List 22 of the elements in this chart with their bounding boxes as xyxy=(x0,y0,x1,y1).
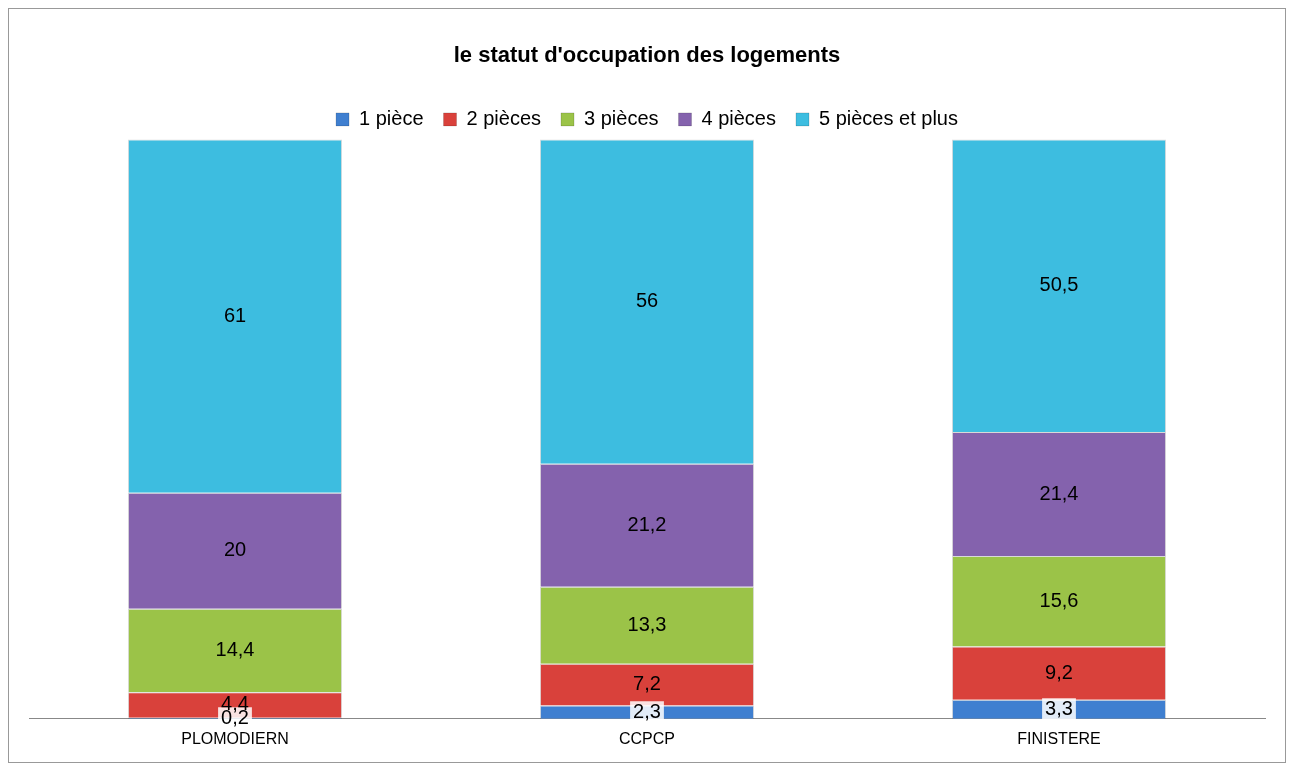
x-tick-label: CCPCP xyxy=(618,729,676,747)
legend-label: 3 pièces xyxy=(584,106,659,129)
data-label: 13,3 xyxy=(627,612,667,635)
data-label: 3,3 xyxy=(1045,696,1073,719)
data-label: 15,6 xyxy=(1039,588,1079,611)
data-label: 21,4 xyxy=(1039,481,1079,504)
data-label: 56 xyxy=(635,289,659,312)
data-label: 14,4 xyxy=(215,637,255,660)
legend-label: 4 pièces xyxy=(701,106,776,129)
data-label: 20 xyxy=(223,538,247,561)
legend-label: 1 pièce xyxy=(359,106,424,129)
data-label: 61 xyxy=(223,303,247,326)
data-label: 9,2 xyxy=(1045,660,1073,683)
data-label: 50,5 xyxy=(1039,273,1079,296)
data-label: 7,2 xyxy=(633,672,661,695)
x-tick-label: FINISTERE xyxy=(1017,729,1101,747)
chart-title: le statut d'occupation des logements xyxy=(453,42,841,68)
data-label: 21,2 xyxy=(627,512,667,535)
legend-label: 2 pièces xyxy=(466,106,542,129)
x-tick-label: PLOMODIERN xyxy=(181,729,289,747)
data-label: 2,3 xyxy=(633,699,661,722)
legend-label: 5 pièces et plus xyxy=(819,106,958,129)
